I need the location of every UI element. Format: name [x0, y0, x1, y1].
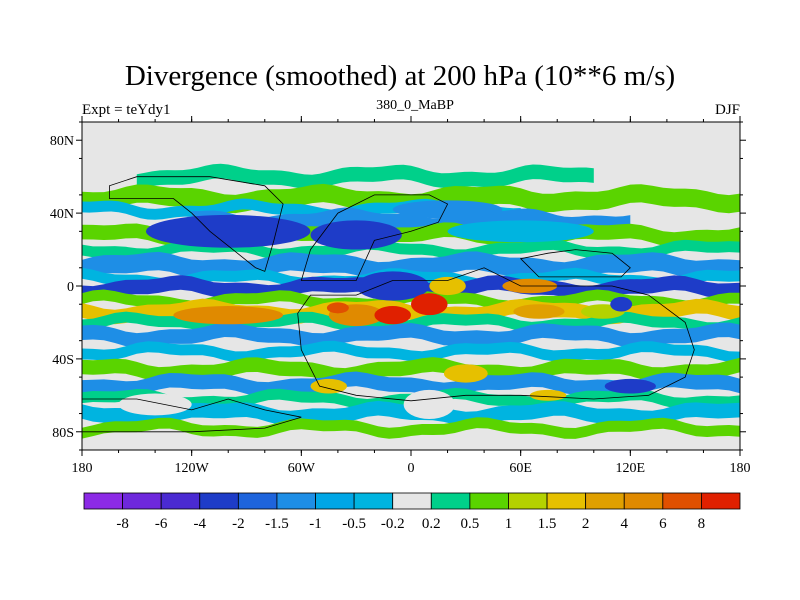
colorbar-swatch: [315, 492, 355, 510]
colorbar-swatch: [122, 492, 162, 510]
divergence-cell: [374, 306, 411, 325]
divergence-band: [82, 371, 740, 398]
divergence-band: [136, 163, 594, 190]
colorbar-swatch: [392, 492, 432, 510]
colorbar-swatch: [83, 492, 123, 510]
colorbar-swatch: [353, 492, 394, 510]
divergence-cell: [118, 393, 192, 416]
season-label: DJF: [714, 102, 740, 118]
continent-outlines: [82, 176, 695, 433]
colorbar-label: 8: [698, 516, 706, 532]
colorbar-label: -2: [232, 516, 245, 532]
divergence-band: [82, 357, 740, 383]
period-label: 380_0_MaBP: [376, 98, 454, 113]
colorbar-swatch: [276, 492, 316, 510]
colorbar-label: 0.2: [422, 516, 441, 532]
lon-tick-label: 60W: [288, 461, 316, 476]
divergence-cell: [310, 378, 348, 394]
lon-tick-label: 0: [408, 461, 415, 476]
divergence-band: [82, 322, 740, 348]
colorbar-swatch: [430, 492, 471, 510]
divergence-cell: [403, 389, 455, 420]
lat-tick-label: 80N: [50, 134, 74, 149]
colorbar-swatch: [701, 492, 741, 510]
divergence-band: [82, 142, 740, 164]
lat-tick-label: 40S: [52, 353, 74, 368]
divergence-cell: [145, 214, 311, 248]
colorbar-swatch: [199, 492, 239, 510]
south-polar-outline: [82, 398, 302, 433]
colorbar-label: -1: [309, 516, 322, 532]
north-america-outline: [109, 176, 284, 272]
colorbar-label: 6: [659, 516, 667, 532]
map-axes: 80N 40N 0 40S 80S 180 120W 60W 0 60E 120E 180: [50, 116, 751, 476]
colorbar-label: -4: [194, 516, 207, 532]
gondwana-outline: [297, 267, 695, 402]
divergence-cell: [513, 304, 565, 319]
colorbar-swatch: [160, 492, 201, 510]
colorbar-swatch: [546, 492, 587, 510]
divergence-cell: [392, 200, 503, 219]
colorbar-label: -8: [116, 516, 129, 532]
lat-tick-label: 40N: [50, 207, 74, 222]
colorbar-label: 0.5: [461, 516, 480, 532]
colorbar-swatch: [469, 492, 509, 510]
lat-tick-label: 0: [67, 280, 74, 295]
colorbar-swatch: [585, 492, 625, 510]
colorbar-label: 1.5: [538, 516, 557, 532]
divergence-cell: [411, 293, 448, 316]
divergence-cell: [310, 220, 402, 250]
laurussia-outline: [300, 194, 449, 281]
plot-title: Divergence (smoothed) at 200 hPa (10**6 …: [124, 60, 676, 92]
divergence-field: [82, 122, 740, 450]
lat-tick-label: 80S: [52, 426, 74, 441]
divergence-cell: [529, 389, 567, 401]
divergence-cell: [610, 296, 633, 312]
lon-tick-label: 180: [730, 461, 751, 476]
divergence-cell: [429, 276, 466, 296]
divergence-cell: [326, 302, 349, 314]
divergence-band: [82, 289, 740, 312]
divergence-cell: [447, 220, 594, 243]
divergence-band: [82, 340, 740, 363]
colorbar-label: 4: [620, 516, 628, 532]
colorbar-swatch: [623, 492, 664, 510]
colorbar-label: 1: [505, 516, 513, 532]
colorbar-label: -6: [155, 516, 168, 532]
colorbar-label: -0.2: [381, 516, 405, 532]
divergence-band: [82, 417, 740, 439]
colorbar-swatch: [508, 492, 548, 510]
colorbar-label: 2: [582, 516, 590, 532]
east-landmass-outline: [519, 249, 631, 278]
divergence-cell: [356, 271, 430, 301]
lon-tick-label: 180: [72, 461, 93, 476]
experiment-label: Expt = teYdy1: [82, 102, 171, 118]
lon-tick-label: 60E: [509, 461, 532, 476]
colorbar-swatch: [662, 492, 702, 510]
divergence-cell: [604, 378, 656, 394]
divergence-cell: [443, 364, 488, 383]
lon-tick-label: 120W: [175, 461, 210, 476]
divergence-cell: [173, 306, 284, 325]
colorbar-label: -1.5: [265, 516, 289, 532]
lon-tick-label: 120E: [616, 461, 646, 476]
colorbar-swatch: [237, 492, 278, 510]
colorbar: -8 -6 -4 -2 -1.5 -1 -0.5 -0.2 0.2 0.5 1 1.5 2 4 6 8: [83, 492, 741, 532]
colorbar-label: -0.5: [342, 516, 366, 532]
